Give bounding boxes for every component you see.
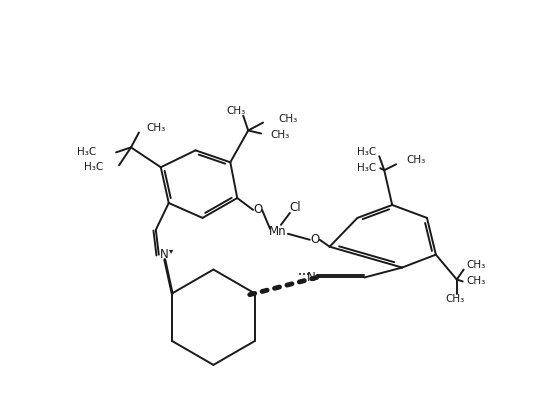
Text: •••: •••	[298, 273, 310, 279]
Text: ▾: ▾	[169, 246, 173, 255]
Text: CH₃: CH₃	[146, 123, 165, 132]
Text: CH₃: CH₃	[278, 113, 297, 124]
Text: O: O	[254, 203, 263, 216]
Text: H₃C: H₃C	[357, 163, 376, 173]
Text: CH₃: CH₃	[467, 260, 486, 270]
Text: CH₃: CH₃	[227, 106, 246, 116]
Text: H₃C: H₃C	[357, 147, 376, 158]
Text: CH₃: CH₃	[467, 277, 486, 286]
Text: H₃C: H₃C	[77, 147, 96, 158]
Text: O: O	[310, 233, 320, 246]
Text: Mn: Mn	[269, 225, 287, 238]
Text: N: N	[307, 271, 316, 284]
Text: CH₃: CH₃	[445, 294, 464, 304]
Text: Cl: Cl	[289, 201, 301, 215]
Text: CH₃: CH₃	[406, 155, 425, 165]
Text: CH₃: CH₃	[270, 130, 289, 141]
Text: H₃C: H₃C	[84, 162, 103, 172]
Text: N: N	[160, 248, 168, 261]
